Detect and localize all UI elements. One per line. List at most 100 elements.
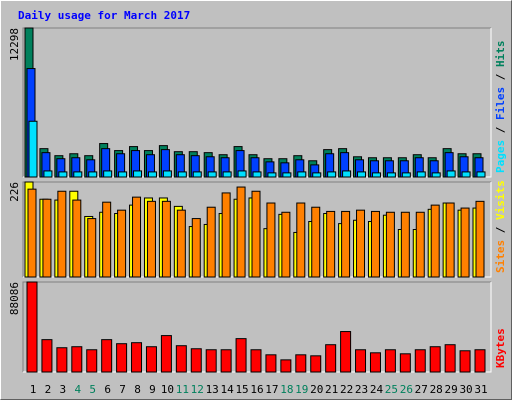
bar [236,186,246,278]
legend-entry: Pages [494,140,507,173]
x-tick-label: 6 [104,383,111,396]
bar [474,349,486,373]
bar [355,349,367,373]
bar [41,339,53,373]
bar [371,172,381,178]
x-tick-label: 26 [400,383,413,396]
bar [429,346,441,373]
x-tick-label: 12 [191,383,204,396]
bar [220,349,232,373]
bar [327,171,337,178]
legend: Pages / Files / Hits [494,41,507,174]
bar [190,348,202,373]
bar [207,171,217,178]
bar [266,202,276,278]
bar [296,202,306,278]
x-tick-label: 16 [250,383,263,396]
bar [56,347,68,373]
bar [444,344,456,373]
bar [357,171,367,178]
x-tick-label: 14 [221,383,235,396]
x-tick-label: 7 [119,383,126,396]
x-tick-label: 30 [459,383,472,396]
x-tick-label: 23 [355,383,368,396]
bar [192,171,202,178]
bar [342,170,352,178]
legend-separator: / [494,220,507,240]
legend-entry: Files [494,87,507,120]
x-tick-label: 21 [325,383,338,396]
bar [88,171,98,178]
bar [310,355,322,373]
bar [431,172,441,178]
bar [101,339,113,373]
bar [251,190,261,278]
bar [446,170,456,178]
bar [58,171,68,178]
bar [341,210,351,278]
bar [87,218,97,278]
x-tick-label: 11 [176,383,189,396]
bar [340,331,352,373]
bar [133,170,143,178]
bar [131,342,143,373]
bar [86,349,98,373]
bar [28,120,38,178]
x-tick-label: 22 [340,383,353,396]
bar [312,172,322,178]
chart-title: Daily usage for March 2017 [18,9,190,22]
x-tick-label: 15 [235,383,248,396]
bar [250,349,262,373]
bar [415,211,425,278]
x-tick-label: 1 [30,383,37,396]
bar [237,170,247,178]
bar [326,210,336,278]
x-tick-label: 3 [60,383,67,396]
bar [161,200,171,278]
bar [118,171,128,178]
bar [72,199,82,278]
bar [460,207,470,278]
legend-entry: Visits [494,180,507,220]
bar [103,170,113,178]
x-tick-label: 20 [310,383,323,396]
bar [162,170,172,178]
bar [459,350,471,373]
y-tick-label: 12298 [8,28,21,61]
x-tick-label: 28 [430,383,443,396]
bar [222,171,232,178]
legend-separator: / [494,67,507,87]
legend-entry: Hits [494,41,507,68]
bar [416,171,426,178]
y-tick-label: 88086 [8,282,21,315]
bar [205,349,217,373]
bar [117,209,127,278]
bar [73,171,83,178]
bar [476,171,486,178]
bar [252,171,262,178]
bar [160,335,172,373]
bar [281,211,291,278]
bar [43,170,53,178]
bar [132,196,142,278]
bar [177,171,187,178]
x-tick-label: 27 [415,383,428,396]
bar [280,359,292,373]
bar [475,200,485,278]
x-tick-label: 29 [445,383,458,396]
bar [282,172,292,178]
x-tick-label: 17 [265,383,278,396]
bar [430,204,440,278]
bar [102,201,112,278]
x-tick-label: 19 [295,383,308,396]
x-tick-label: 18 [280,383,293,396]
bar [295,354,307,373]
bar [385,211,395,278]
x-tick-label: 24 [370,383,384,396]
bar [265,354,277,373]
bar [175,345,187,373]
x-tick-label: 4 [74,383,81,396]
